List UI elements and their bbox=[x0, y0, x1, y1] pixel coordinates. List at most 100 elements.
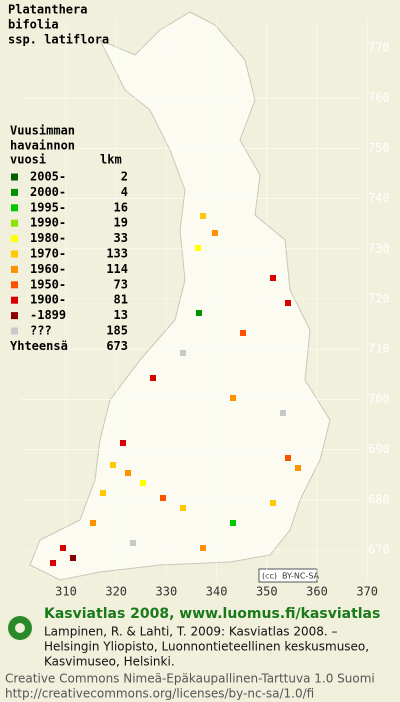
legend-label: 1980- bbox=[30, 231, 66, 245]
legend-swatch bbox=[11, 265, 18, 273]
square bbox=[125, 470, 131, 476]
legend-count: 4 bbox=[121, 185, 128, 199]
x-tick-label: 370 bbox=[356, 585, 378, 599]
legend-swatch bbox=[11, 327, 18, 335]
legend-year-header: vuosi bbox=[10, 153, 46, 167]
square bbox=[180, 505, 186, 511]
square bbox=[150, 375, 156, 381]
legend-count: 73 bbox=[114, 277, 128, 291]
x-tick-label: 340 bbox=[206, 585, 228, 599]
license-badge-cc: (cc) bbox=[262, 572, 277, 581]
legend-label: -1899 bbox=[30, 308, 66, 322]
legend-count: 133 bbox=[106, 247, 128, 261]
y-tick-label: 690 bbox=[368, 442, 390, 456]
y-tick-label: 740 bbox=[368, 191, 390, 205]
square bbox=[230, 520, 236, 526]
logo-inner bbox=[15, 623, 25, 633]
legend-count: 13 bbox=[114, 308, 128, 322]
x-tick-label: 350 bbox=[256, 585, 278, 599]
footer-citation: Lampinen, R. & Lahti, T. 2009: Kasviatla… bbox=[44, 625, 338, 639]
y-tick-label: 680 bbox=[368, 492, 390, 506]
legend-swatch bbox=[11, 250, 18, 258]
square bbox=[100, 490, 106, 496]
y-tick-label: 720 bbox=[368, 292, 390, 306]
square bbox=[295, 465, 301, 471]
footer-headline: Kasviatlas 2008, www.luomus.fi/kasviatla… bbox=[44, 606, 380, 622]
y-tick-label: 710 bbox=[368, 342, 390, 356]
title-line: bifolia bbox=[8, 18, 59, 32]
x-tick-label: 310 bbox=[55, 585, 77, 599]
legend-swatch bbox=[11, 281, 18, 289]
legend-label: 1970- bbox=[30, 247, 66, 261]
y-tick-label: 770 bbox=[368, 41, 390, 55]
legend-label: 1960- bbox=[30, 262, 66, 276]
x-tick-label: 360 bbox=[306, 585, 328, 599]
legend-count: 114 bbox=[106, 262, 128, 276]
legend-label: ??? bbox=[30, 324, 52, 338]
legend-count: 81 bbox=[114, 293, 128, 307]
square bbox=[180, 350, 186, 356]
y-tick-label: 700 bbox=[368, 392, 390, 406]
square bbox=[270, 275, 276, 281]
square bbox=[70, 555, 76, 561]
square bbox=[280, 410, 286, 416]
legend-swatch bbox=[11, 188, 18, 196]
finland-outline bbox=[29, 11, 331, 581]
legend-label: 1995- bbox=[30, 200, 66, 214]
footer-citation: Kasvimuseo, Helsinki. bbox=[44, 655, 175, 669]
square bbox=[285, 300, 291, 306]
square bbox=[130, 540, 136, 546]
license-badge: BY-NC-SA bbox=[282, 572, 320, 581]
square bbox=[110, 462, 116, 468]
legend-total: 673 bbox=[106, 339, 128, 353]
x-tick-label: 330 bbox=[156, 585, 178, 599]
legend-count: 2 bbox=[121, 170, 128, 184]
square bbox=[200, 545, 206, 551]
legend-swatch bbox=[11, 204, 18, 212]
square bbox=[50, 560, 56, 566]
legend-swatch bbox=[11, 296, 18, 304]
legend-swatch bbox=[11, 312, 18, 320]
legend-label: 1990- bbox=[30, 216, 66, 230]
square bbox=[196, 310, 202, 316]
x-tick-label: 320 bbox=[105, 585, 127, 599]
footer-citation: Helsingin Yliopisto, Luonnontieteellinen… bbox=[44, 640, 369, 654]
square bbox=[160, 495, 166, 501]
square bbox=[240, 330, 246, 336]
legend-count: 33 bbox=[114, 231, 128, 245]
y-tick-label: 760 bbox=[368, 91, 390, 105]
observation-squares bbox=[50, 213, 301, 566]
square bbox=[230, 395, 236, 401]
square bbox=[90, 520, 96, 526]
legend-swatch bbox=[11, 235, 18, 243]
legend-count-header: lkm bbox=[100, 153, 122, 167]
square bbox=[60, 545, 66, 551]
legend-heading: Vuusimman bbox=[10, 124, 75, 138]
title-line: Platanthera bbox=[8, 3, 87, 17]
legend-count: 185 bbox=[106, 324, 128, 338]
square bbox=[140, 480, 146, 486]
y-tick-label: 730 bbox=[368, 241, 390, 255]
y-tick-label: 750 bbox=[368, 141, 390, 155]
footer-license: http://creativecommons.org/licenses/by-n… bbox=[5, 687, 314, 701]
square bbox=[200, 213, 206, 219]
title-line: ssp. latiflora bbox=[8, 33, 109, 47]
legend-count: 19 bbox=[114, 216, 128, 230]
y-tick-label: 670 bbox=[368, 543, 390, 557]
square bbox=[285, 455, 291, 461]
legend-label: 2000- bbox=[30, 185, 66, 199]
legend-label: 1950- bbox=[30, 277, 66, 291]
square bbox=[120, 440, 126, 446]
footer-license: Creative Commons Nimeä-Epäkaupallinen-Ta… bbox=[5, 672, 375, 686]
legend-total-label: Yhteensä bbox=[10, 339, 68, 353]
square bbox=[195, 245, 201, 251]
legend-count: 16 bbox=[114, 200, 128, 214]
legend-label: 2005- bbox=[30, 170, 66, 184]
legend-label: 1900- bbox=[30, 293, 66, 307]
square bbox=[212, 230, 218, 236]
legend-swatch bbox=[11, 219, 18, 227]
legend-swatch bbox=[11, 173, 18, 181]
square bbox=[270, 500, 276, 506]
legend-heading: havainnon bbox=[10, 139, 75, 153]
